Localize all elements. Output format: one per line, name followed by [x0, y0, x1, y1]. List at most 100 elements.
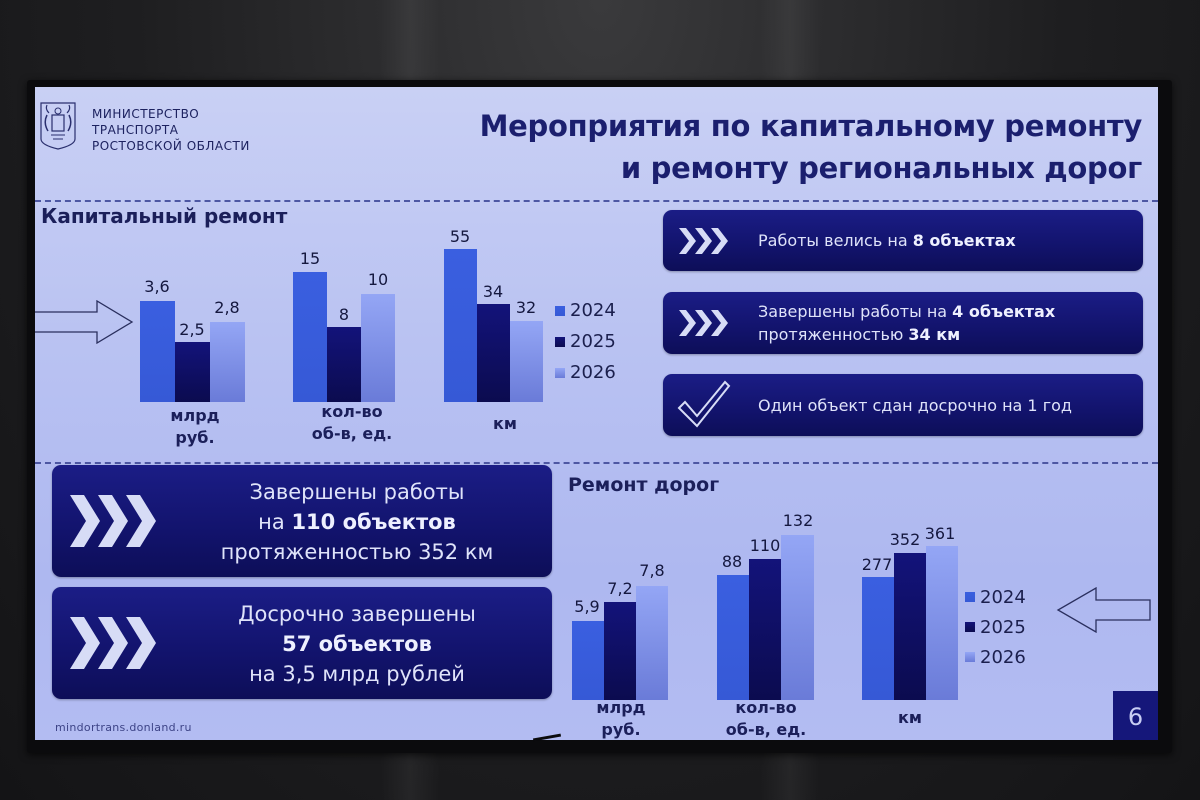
triple-chevron-icon: [679, 310, 728, 336]
text-bold: 4 объектах: [952, 302, 1056, 321]
value-label: 277: [861, 555, 893, 574]
info-box-road-works-completed: Завершены работы на 110 объектов протяже…: [52, 465, 552, 577]
triple-chevron-icon: [679, 228, 728, 254]
value-label: 8: [338, 305, 350, 324]
info-box-early-delivery: Один объект сдан досрочно на 1 год: [663, 374, 1143, 436]
value-label: 110: [749, 536, 781, 555]
legend-item-2024: 2024: [965, 582, 1026, 612]
info-box-works-ongoing: Работы велись на 8 объектах: [663, 210, 1143, 271]
bar-2024-count: [717, 575, 749, 700]
capital-repair-chart: 3,6 2,5 2,8 млрд руб. 15 8 10 кол-во об-…: [35, 87, 616, 449]
bar-2024-km: [862, 577, 894, 700]
category-label-km: км: [880, 707, 940, 729]
text-bold: 8 объектах: [912, 231, 1016, 250]
ministry-line: ТРАНСПОРТА: [92, 123, 179, 137]
bar-2026-rub: [636, 586, 668, 700]
info-line-3: протяженностью 352 км: [220, 540, 494, 564]
legend-item-2025: 2025: [555, 326, 616, 357]
value-label: 5,9: [574, 597, 600, 616]
bar-2025-rub: [175, 342, 210, 402]
bar-2026-rub: [210, 322, 245, 402]
text-plain: на: [258, 510, 292, 534]
chart-legend: 2024 2025 2026: [555, 295, 616, 388]
info-text: Один объект сдан досрочно на 1 год: [758, 396, 1072, 415]
value-label: 88: [721, 552, 743, 571]
presentation-slide: МИНИСТЕРСТВО ТРАНСПОРТА РОСТОВСКОЙ ОБЛАС…: [35, 87, 1158, 740]
value-label: 361: [924, 524, 956, 543]
text-plain: Завершены работы на: [758, 302, 953, 321]
divider-top: [35, 200, 1158, 202]
category-label-rub: млрд руб.: [571, 697, 671, 740]
category-line: руб.: [601, 720, 641, 739]
arrow-right-icon: [35, 300, 134, 344]
slide-title: Мероприятия по капитальному ремонту и ре…: [342, 105, 1143, 189]
triple-chevron-icon: [70, 617, 156, 669]
bar-2024-count: [293, 272, 327, 402]
category-line: руб.: [175, 428, 215, 447]
arrow-left-icon: [1056, 587, 1151, 633]
info-line-1: Завершены работы: [249, 480, 465, 504]
info-line-3: на 3,5 млрд рублей: [249, 662, 465, 686]
bar-2025-km: [477, 304, 510, 402]
section-title-road-repair: Ремонт дорог: [568, 474, 720, 496]
bar-2025-km: [894, 553, 926, 700]
ministry-line: РОСТОВСКОЙ ОБЛАСТИ: [92, 139, 250, 153]
legend-item-2026: 2026: [965, 642, 1026, 672]
value-label: 34: [482, 282, 504, 301]
bar-2026-count: [781, 535, 814, 700]
divider-middle: [35, 462, 1158, 464]
legend-swatch: [555, 305, 565, 316]
category-label-rub: млрд руб.: [145, 405, 245, 449]
category-line: млрд: [596, 698, 646, 717]
text-plain: протяженностью: [758, 325, 909, 344]
legend-swatch: [965, 592, 975, 602]
value-label: 10: [367, 270, 389, 289]
road-repair-chart: 5,9 7,2 7,8 млрд руб. 88 110 132 кол-во …: [35, 87, 1158, 740]
coat-of-arms-icon: [40, 102, 76, 150]
info-text: Досрочно завершены 57 объектов на 3,5 мл…: [182, 599, 532, 689]
legend-swatch: [555, 336, 565, 347]
info-text: Завершены работы на 4 объектах протяженн…: [758, 300, 1055, 346]
ministry-line: МИНИСТЕРСТВО: [92, 107, 200, 121]
value-label: 55: [449, 227, 471, 246]
bar-2025-count: [327, 327, 361, 402]
triple-chevron-icon: [70, 495, 156, 547]
value-label: 2,8: [214, 298, 240, 317]
bar-2026-km: [926, 546, 958, 700]
ministry-name: МИНИСТЕРСТВО ТРАНСПОРТА РОСТОВСКОЙ ОБЛАС…: [92, 106, 312, 154]
legend-swatch: [965, 652, 975, 662]
info-line-1: Досрочно завершены: [238, 602, 476, 626]
legend-label: 2025: [980, 616, 1026, 638]
info-box-works-completed: Завершены работы на 4 объектах протяженн…: [663, 292, 1143, 354]
info-box-early-completed: Досрочно завершены 57 объектов на 3,5 мл…: [52, 587, 552, 699]
legend-swatch: [965, 622, 975, 632]
value-label: 32: [515, 298, 537, 317]
bar-2024-rub: [572, 621, 604, 700]
legend-label: 2025: [570, 331, 616, 352]
title-line-2: и ремонту региональных дорог: [620, 151, 1142, 185]
bar-2025-rub: [604, 602, 636, 700]
value-label: 2,5: [179, 320, 205, 339]
category-label-count: кол-во об-в, ед.: [711, 697, 821, 740]
category-line: об-в, ед.: [311, 424, 393, 443]
legend-item-2024: 2024: [555, 295, 616, 326]
footer-url: mindortrans.donland.ru: [55, 721, 192, 734]
text-plain: Работы велись на: [758, 231, 913, 250]
value-label: 15: [299, 249, 321, 268]
info-line-2: протяженностью 34 км: [758, 323, 1055, 346]
info-line-2: 57 объектов: [182, 629, 532, 659]
legend-label: 2024: [980, 586, 1026, 608]
category-line: км: [898, 708, 922, 727]
bar-2024-km: [444, 249, 477, 402]
bar-2026-km: [510, 321, 543, 402]
category-label-count: кол-во об-в, ед.: [297, 401, 407, 445]
value-label: 132: [782, 511, 814, 530]
page-number: 6: [1113, 691, 1158, 740]
category-line: км: [493, 414, 517, 433]
legend-item-2026: 2026: [555, 357, 616, 388]
info-text: Завершены работы на 110 объектов протяже…: [182, 477, 532, 567]
value-label: 3,6: [144, 277, 170, 296]
text-bold: 57 объектов: [282, 632, 432, 656]
chart-legend: 2024 2025 2026: [965, 582, 1026, 672]
legend-label: 2024: [570, 300, 616, 321]
